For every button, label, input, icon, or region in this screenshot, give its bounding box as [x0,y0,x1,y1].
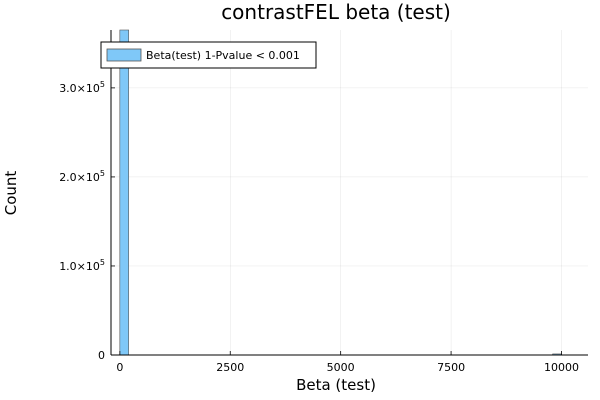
grid-lines [111,30,588,356]
x-tick-labels: 0 2500 5000 7500 10000 [116,361,579,374]
y-tick-label: 3.0×105 [59,80,105,95]
y-tick-label: 1.0×105 [59,258,105,273]
histogram-bar [119,29,129,356]
x-tick-label: 0 [116,361,123,374]
legend-swatch [106,48,142,62]
x-tick-label: 10000 [544,361,579,374]
chart-title: contrastFEL beta (test) [221,0,451,24]
legend-label: Beta(test) 1-Pvalue < 0.001 [146,49,300,62]
x-tick-label: 2500 [216,361,244,374]
x-tick-label: 7500 [437,361,465,374]
x-axis-label: Beta (test) [296,376,376,394]
axes [110,30,588,356]
x-tick-label: 5000 [327,361,355,374]
legend: Beta(test) 1-Pvalue < 0.001 [100,41,317,69]
y-tick-label: 2.0×105 [59,169,105,184]
y-axis-label: Count [2,171,20,216]
y-tick-label: 0 [98,349,105,362]
y-tick-labels: 0 1.0×105 2.0×105 3.0×105 [59,80,105,362]
